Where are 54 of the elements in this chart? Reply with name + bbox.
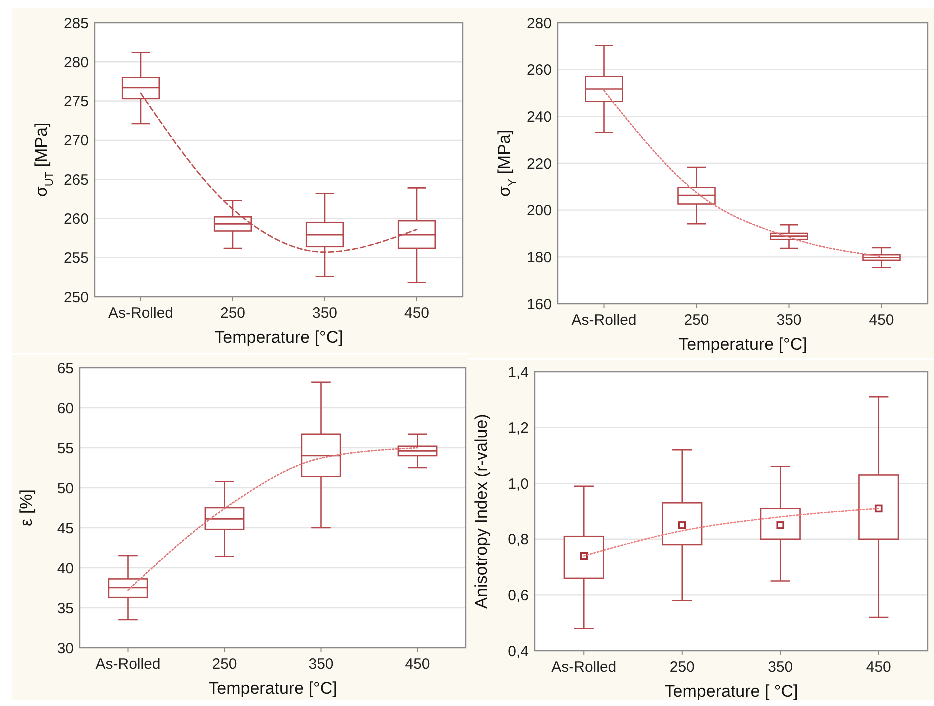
y-tick-label: 0,8 [508,532,529,549]
y-tick-label: 60 [57,400,74,418]
y-tick-label: 1,0 [508,476,529,493]
x-tick-label: 350 [312,305,338,322]
x-tick-label: 450 [866,659,892,676]
x-tick-label: As-Rolled [552,659,617,676]
y-tick-label: 280 [526,15,552,32]
x-tick-label: As-Rolled [572,312,637,329]
x-tick-label: 250 [684,312,710,329]
y-tick-label: 50 [57,480,74,498]
y-tick-label: 255 [64,250,89,268]
y-tick-label: 200 [526,202,552,220]
x-tick-label: 250 [220,305,246,322]
line-series [128,447,418,592]
y-tick-label: 250 [64,289,89,306]
y-tick-label: 265 [64,172,89,189]
x-axis-title: Temperature [°C] [214,328,344,347]
y-axis-title: ε [%] [17,490,36,526]
x-tick-label: 450 [869,312,894,329]
x-tick-label: 450 [405,656,430,673]
x-axis-title: Temperature [°C] [678,335,808,354]
y-tick-label: 280 [64,54,89,72]
y-tick-label: 240 [526,108,552,126]
x-tick-label: 450 [404,305,430,322]
x-tick-label: 350 [768,659,794,676]
y-tick-label: 35 [57,600,74,618]
x-axis-title: Temperature [ °C] [664,682,798,701]
y-tick-label: 160 [526,296,552,314]
y-tick-label: 0,4 [508,643,529,660]
y-tick-label: 260 [526,62,552,80]
y-tick-label: 30 [57,640,74,658]
y-tick-label: 180 [526,249,552,266]
x-tick-label: 350 [776,312,802,329]
x-tick-label: 250 [670,659,695,676]
y-tick-label: 1,4 [508,364,529,382]
y-tick-label: 285 [64,15,89,32]
y-tick-label: 65 [57,360,74,378]
x-tick-label: 350 [308,656,334,673]
y-tick-label: 55 [57,440,74,458]
y-tick-label: 0,6 [508,587,529,604]
y-axis-title: Anisotropy Index (r-value) [472,414,491,609]
y-tick-label: 275 [64,94,89,111]
y-tick-label: 45 [57,520,74,538]
point [678,522,686,530]
x-tick-label: 250 [212,656,238,673]
y-tick-label: 220 [526,156,552,173]
y-tick-label: 260 [64,210,89,228]
y-tick-label: 1,2 [508,420,529,438]
point [776,522,785,530]
x-tick-label: As-Rolled [108,305,174,322]
x-axis-title: Temperature [°C] [208,679,338,698]
y-tick-label: 40 [57,560,74,578]
y-tick-label: 270 [64,132,89,150]
x-tick-label: As-Rolled [96,656,161,673]
